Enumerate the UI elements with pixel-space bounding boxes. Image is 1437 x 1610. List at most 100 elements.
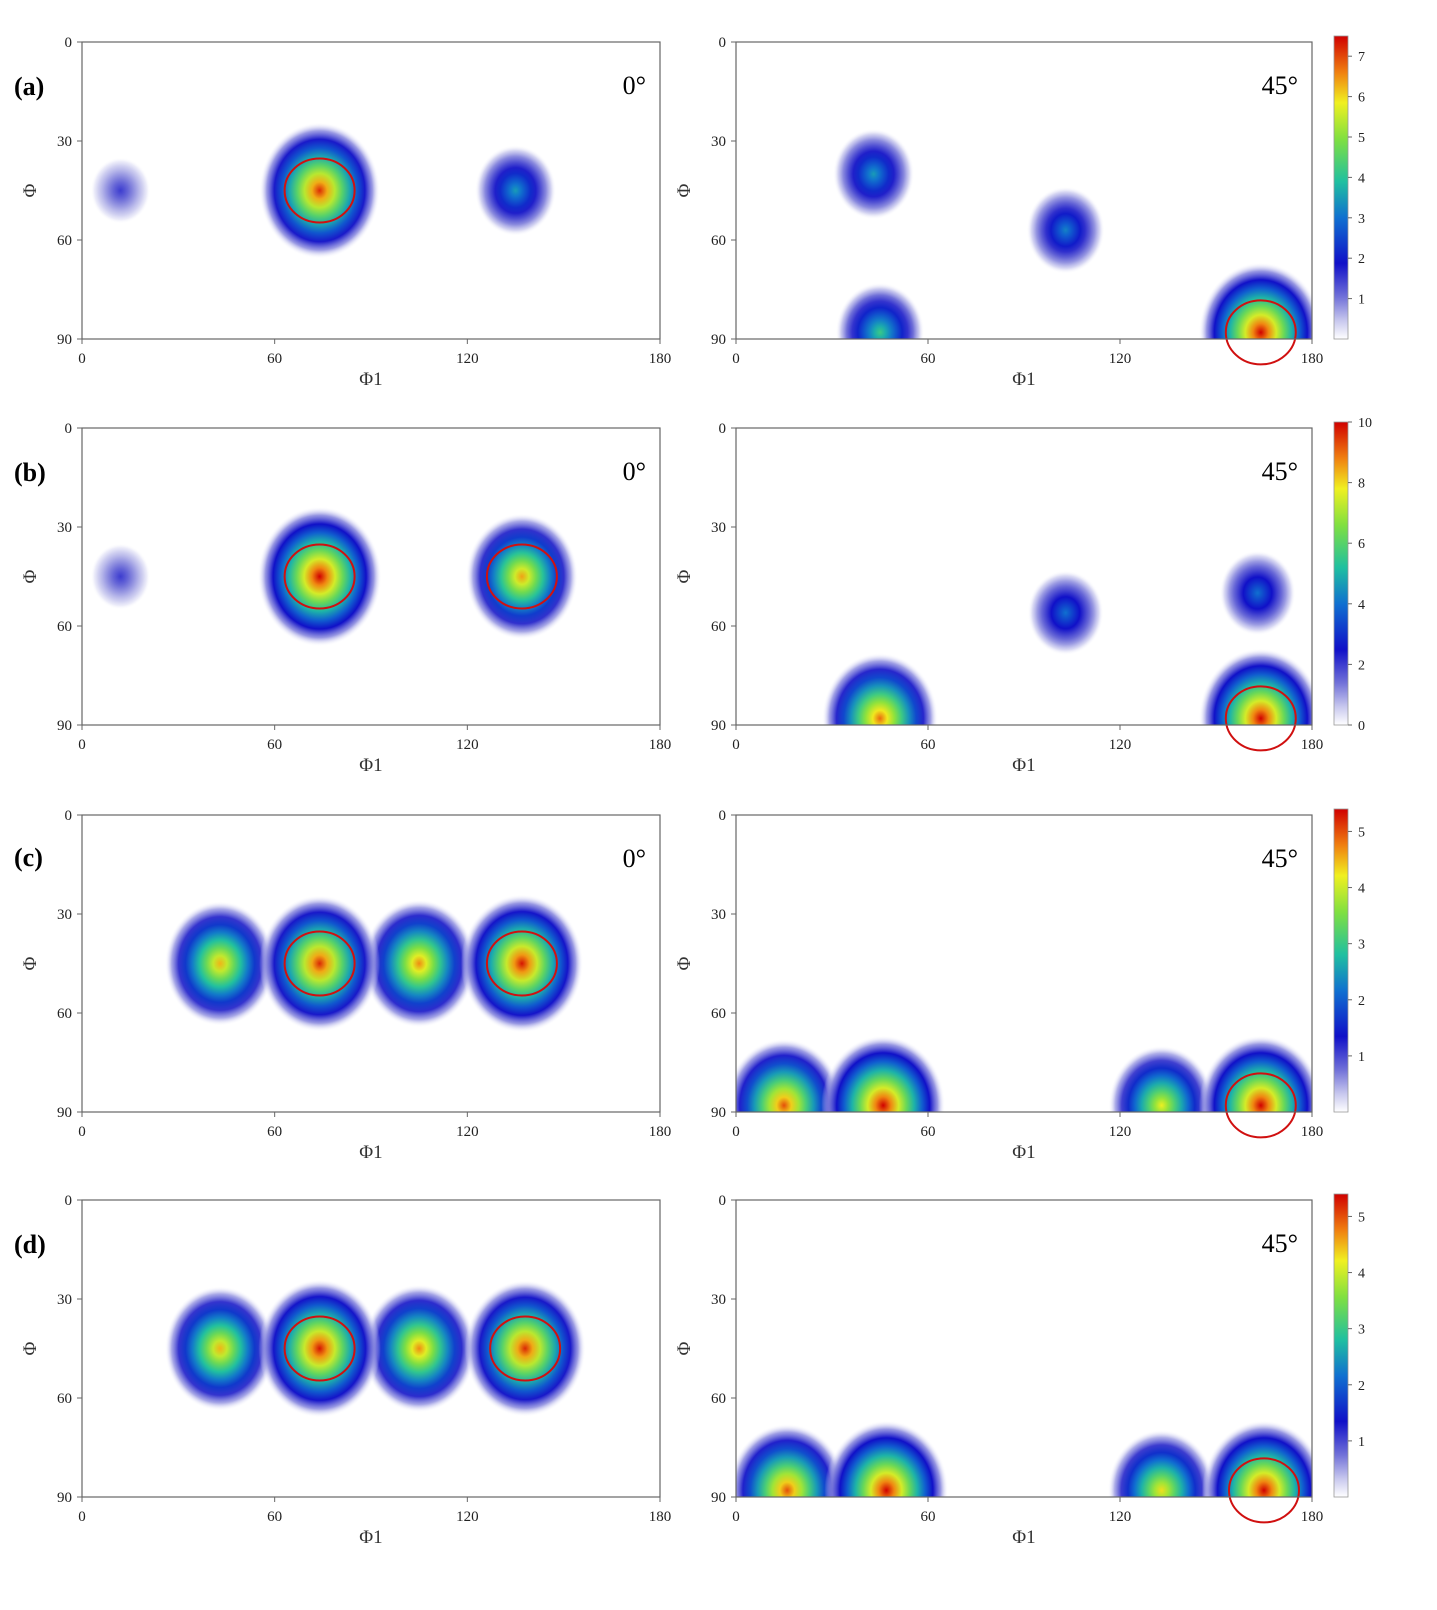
highlight-circle <box>1228 1457 1300 1524</box>
peak-mark <box>259 122 381 259</box>
peak-mark <box>460 894 584 1033</box>
plot-frame <box>735 1199 1313 1498</box>
x-axis-label: Φ1 <box>359 1142 382 1163</box>
x-tick-label: 120 <box>1109 1124 1132 1140</box>
peak-mark <box>1026 186 1105 274</box>
colorbar-tick-label: 5 <box>1358 825 1365 840</box>
x-tick-label: 180 <box>649 737 672 753</box>
highlight-circle <box>1224 685 1297 752</box>
peak-mark <box>90 543 151 610</box>
x-tick-label: 60 <box>267 1509 282 1525</box>
x-axis-label: Φ1 <box>359 369 382 390</box>
x-axis-label: Φ1 <box>1012 1142 1035 1163</box>
peak-mark <box>824 1420 949 1497</box>
highlight-circle <box>489 1315 562 1382</box>
x-axis-label: Φ1 <box>1012 755 1035 776</box>
y-tick-label: 30 <box>57 1292 72 1308</box>
colorbar-tick-label: 1 <box>1358 1435 1365 1450</box>
y-tick-label: 60 <box>711 619 726 635</box>
x-tick-label: 120 <box>1109 1509 1132 1525</box>
y-axis-label: Φ <box>20 956 41 970</box>
peak-mark <box>832 128 915 220</box>
row-label-c: (c) <box>14 843 43 872</box>
plot-frame <box>735 814 1313 1113</box>
peak-mark <box>1198 648 1312 725</box>
odf-panel: 0 60 120 180 0 30 60 90 Φ1 Φ 0° <box>20 421 671 776</box>
y-tick-label: 30 <box>711 1292 726 1308</box>
colorbar: 1 2 3 4 5 <box>1333 1193 1365 1498</box>
peak-mark <box>1219 550 1296 636</box>
y-tick-label: 90 <box>711 1490 726 1506</box>
colorbar-tick-label: 3 <box>1358 212 1365 227</box>
x-tick-label: 60 <box>921 737 936 753</box>
row-label-d: (d) <box>14 1230 46 1259</box>
y-tick-label: 0 <box>719 35 727 51</box>
highlight-circle <box>1224 299 1297 366</box>
colorbar-tick-label: 4 <box>1358 171 1365 186</box>
y-tick-label: 30 <box>57 520 72 536</box>
colorbar-tick-label: 1 <box>1358 293 1365 308</box>
y-axis-label: Φ <box>674 569 695 583</box>
plot-frame <box>81 41 661 340</box>
colorbar-tick-label: 2 <box>1358 658 1365 673</box>
peak-mark <box>362 1284 476 1413</box>
y-tick-label: 0 <box>719 421 727 437</box>
x-tick-label: 120 <box>456 1509 479 1525</box>
y-axis-label: Φ <box>20 569 41 583</box>
y-tick-label: 30 <box>711 520 726 536</box>
y-tick-label: 0 <box>65 35 73 51</box>
peak-mark <box>835 282 925 339</box>
y-tick-label: 90 <box>57 332 72 348</box>
x-axis-label: Φ1 <box>359 755 382 776</box>
x-tick-label: 120 <box>1109 351 1132 367</box>
y-tick-label: 60 <box>711 1006 726 1022</box>
y-tick-label: 0 <box>65 1193 73 1209</box>
peak-mark <box>1202 1420 1312 1497</box>
x-tick-label: 0 <box>78 1124 86 1140</box>
colorbar-tick-label: 8 <box>1358 477 1365 492</box>
y-tick-label: 0 <box>719 1193 727 1209</box>
x-tick-label: 180 <box>1301 1124 1324 1140</box>
angle-label: 0° <box>623 844 646 873</box>
peak-mark <box>257 506 382 647</box>
angle-label: 0° <box>623 71 646 100</box>
x-tick-label: 60 <box>921 351 936 367</box>
angle-label: 45° <box>1262 457 1298 486</box>
y-axis-label: Φ <box>20 183 41 197</box>
y-tick-label: 30 <box>57 907 72 923</box>
colorbar-tick-label: 4 <box>1358 882 1365 897</box>
colorbar-gradient <box>1333 35 1349 340</box>
highlight-circle <box>485 930 558 997</box>
x-tick-label: 0 <box>78 737 86 753</box>
odf-panel: 0 60 120 180 0 30 60 90 Φ1 Φ 45° <box>674 35 1324 390</box>
odf-panel: 0 60 120 180 0 30 60 90 Φ1 Φ 45° <box>674 1193 1323 1548</box>
colorbar-tick-label: 7 <box>1358 50 1365 65</box>
peak-mark <box>736 1038 844 1112</box>
peak-mark <box>1027 570 1104 656</box>
colorbar: 1 2 3 4 5 <box>1333 808 1365 1113</box>
x-tick-label: 60 <box>267 737 282 753</box>
odf-panel: 0 60 120 180 0 30 60 90 Φ1 Φ <box>20 1193 671 1548</box>
x-axis-label: Φ1 <box>1012 1527 1035 1548</box>
peak-mark <box>474 145 557 236</box>
x-axis-label: Φ1 <box>359 1527 382 1548</box>
y-tick-label: 60 <box>57 619 72 635</box>
colorbar-gradient <box>1333 421 1349 726</box>
peak-mark <box>362 899 476 1028</box>
colorbar: 1 2 3 4 5 6 7 <box>1333 35 1365 340</box>
y-tick-label: 90 <box>57 1105 72 1121</box>
x-tick-label: 60 <box>921 1124 936 1140</box>
peak-mark <box>736 1423 847 1497</box>
colorbar-tick-label: 6 <box>1358 91 1365 106</box>
plot-frame <box>81 1199 661 1498</box>
plot-frame <box>735 41 1313 340</box>
x-tick-label: 180 <box>649 351 672 367</box>
highlight-circle <box>283 543 356 610</box>
peak-mark <box>465 513 578 640</box>
x-tick-label: 180 <box>1301 351 1324 367</box>
highlight-circle <box>485 543 558 610</box>
odf-panel: 0 60 120 180 0 30 60 90 Φ1 Φ 45° <box>674 808 1324 1163</box>
plot-frame <box>81 814 661 1113</box>
y-tick-label: 0 <box>719 808 727 824</box>
